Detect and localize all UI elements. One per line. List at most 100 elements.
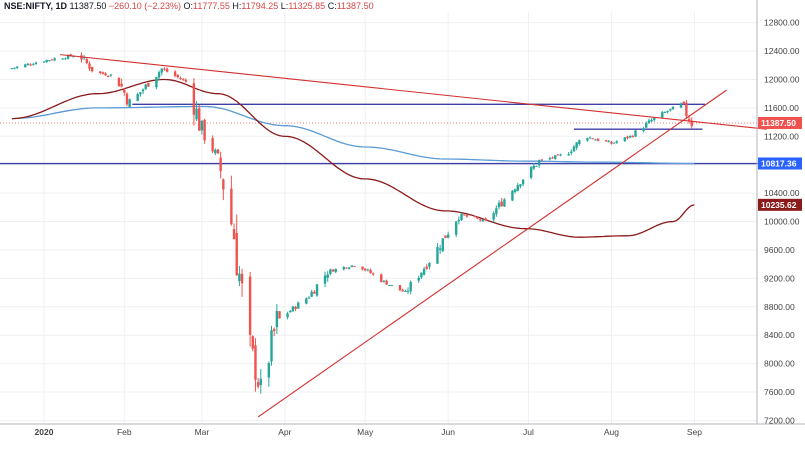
candle-body xyxy=(369,270,372,274)
candle-body xyxy=(425,266,428,269)
candle-body xyxy=(690,120,693,127)
candle-body xyxy=(26,63,30,65)
candle-body xyxy=(278,311,281,319)
trendline xyxy=(60,54,767,130)
candle-body xyxy=(163,68,166,70)
close-value: 11387.50 xyxy=(336,1,374,11)
candle-body xyxy=(147,83,150,87)
candle-body xyxy=(107,76,110,78)
candle-body xyxy=(626,136,629,139)
candle-body xyxy=(211,138,214,152)
y-tick-label: 10400.00 xyxy=(764,188,800,198)
candle-body xyxy=(270,330,273,362)
candle-body xyxy=(305,298,308,304)
candle-body xyxy=(380,274,383,282)
candle-body xyxy=(631,136,635,138)
last-price: 11387.50 xyxy=(69,1,107,11)
candle-body xyxy=(289,310,292,313)
y-tick-label: 8800.00 xyxy=(764,302,795,312)
candle-body xyxy=(342,267,345,270)
price-label-text: 10235.62 xyxy=(761,200,797,210)
candle-body xyxy=(214,149,217,154)
candle-body xyxy=(53,58,56,61)
candle-body xyxy=(591,138,594,140)
candle-body xyxy=(165,68,169,72)
candle-body xyxy=(669,108,672,111)
candle-body xyxy=(540,159,544,161)
candle-body xyxy=(390,285,394,287)
candle-body xyxy=(34,62,38,65)
candle-body xyxy=(248,276,252,335)
y-tick-label: 7600.00 xyxy=(764,387,795,397)
candle-body xyxy=(500,201,503,207)
candle-body xyxy=(682,101,685,104)
candle-body xyxy=(200,120,204,131)
candle-body xyxy=(385,280,388,285)
x-tick-label: Feb xyxy=(117,427,132,437)
candle-body xyxy=(10,68,14,70)
candle-body xyxy=(572,146,576,152)
candle-body xyxy=(484,218,487,221)
candle-body xyxy=(481,219,485,222)
candle-body xyxy=(117,77,121,87)
candle-body xyxy=(634,130,637,137)
candle-body xyxy=(141,89,145,92)
candle-body xyxy=(256,381,260,387)
candle-body xyxy=(179,77,182,79)
candle-body xyxy=(291,306,295,312)
candle-body xyxy=(554,155,557,159)
candle-body xyxy=(238,273,241,282)
x-tick-label: May xyxy=(357,427,374,437)
candle-body xyxy=(679,103,683,108)
axes: 7200.00 7600.00 8000.00 8400.00 8800.00 9200.… xyxy=(0,0,805,437)
candle-body xyxy=(203,119,206,141)
candle-body xyxy=(511,190,514,201)
candle-body xyxy=(315,284,319,296)
candle-body xyxy=(521,179,525,185)
open-label: O: xyxy=(183,1,194,11)
candlesticks xyxy=(10,52,693,394)
trendlines xyxy=(60,54,767,418)
candle-body xyxy=(535,165,538,167)
x-tick-label: Aug xyxy=(604,427,619,437)
candle-body xyxy=(181,79,185,81)
candle-body xyxy=(372,273,375,275)
price-label-text: 10817.36 xyxy=(761,158,797,168)
candle-body xyxy=(441,238,445,252)
y-tick-label: 11200.00 xyxy=(764,131,799,141)
price-label-box xyxy=(758,157,802,170)
candle-body xyxy=(198,108,201,131)
candle-body xyxy=(251,336,254,349)
candle-body xyxy=(32,64,35,66)
candle-body xyxy=(192,83,196,115)
candle-body xyxy=(666,111,669,113)
candle-body xyxy=(176,75,180,78)
candle-body xyxy=(275,310,279,328)
candle-body xyxy=(519,184,522,187)
candle-body xyxy=(24,64,27,68)
x-tick-label: Sep xyxy=(687,427,702,437)
candle-body xyxy=(61,58,64,60)
chart-header: NSE:NIFTY, 1D 11387.50 −260.10 (−2.23%) … xyxy=(4,1,374,11)
candle-body xyxy=(361,266,364,270)
candle-body xyxy=(286,313,289,318)
candle-body xyxy=(307,297,311,299)
candle-body xyxy=(645,122,648,128)
candle-body xyxy=(85,59,89,64)
candle-body xyxy=(104,73,107,76)
price-label-box xyxy=(758,198,802,211)
candle-body xyxy=(594,139,597,141)
candle-body xyxy=(604,140,608,142)
candle-body xyxy=(128,99,131,108)
candle-body xyxy=(334,268,337,272)
candle-body xyxy=(567,154,570,156)
candle-body xyxy=(588,137,592,139)
candle-body xyxy=(479,219,482,221)
candle-body xyxy=(404,290,407,292)
candle-body xyxy=(548,158,552,160)
candle-body xyxy=(160,68,163,73)
candle-body xyxy=(516,185,519,191)
candle-body xyxy=(240,273,244,284)
candle-body xyxy=(661,112,664,118)
